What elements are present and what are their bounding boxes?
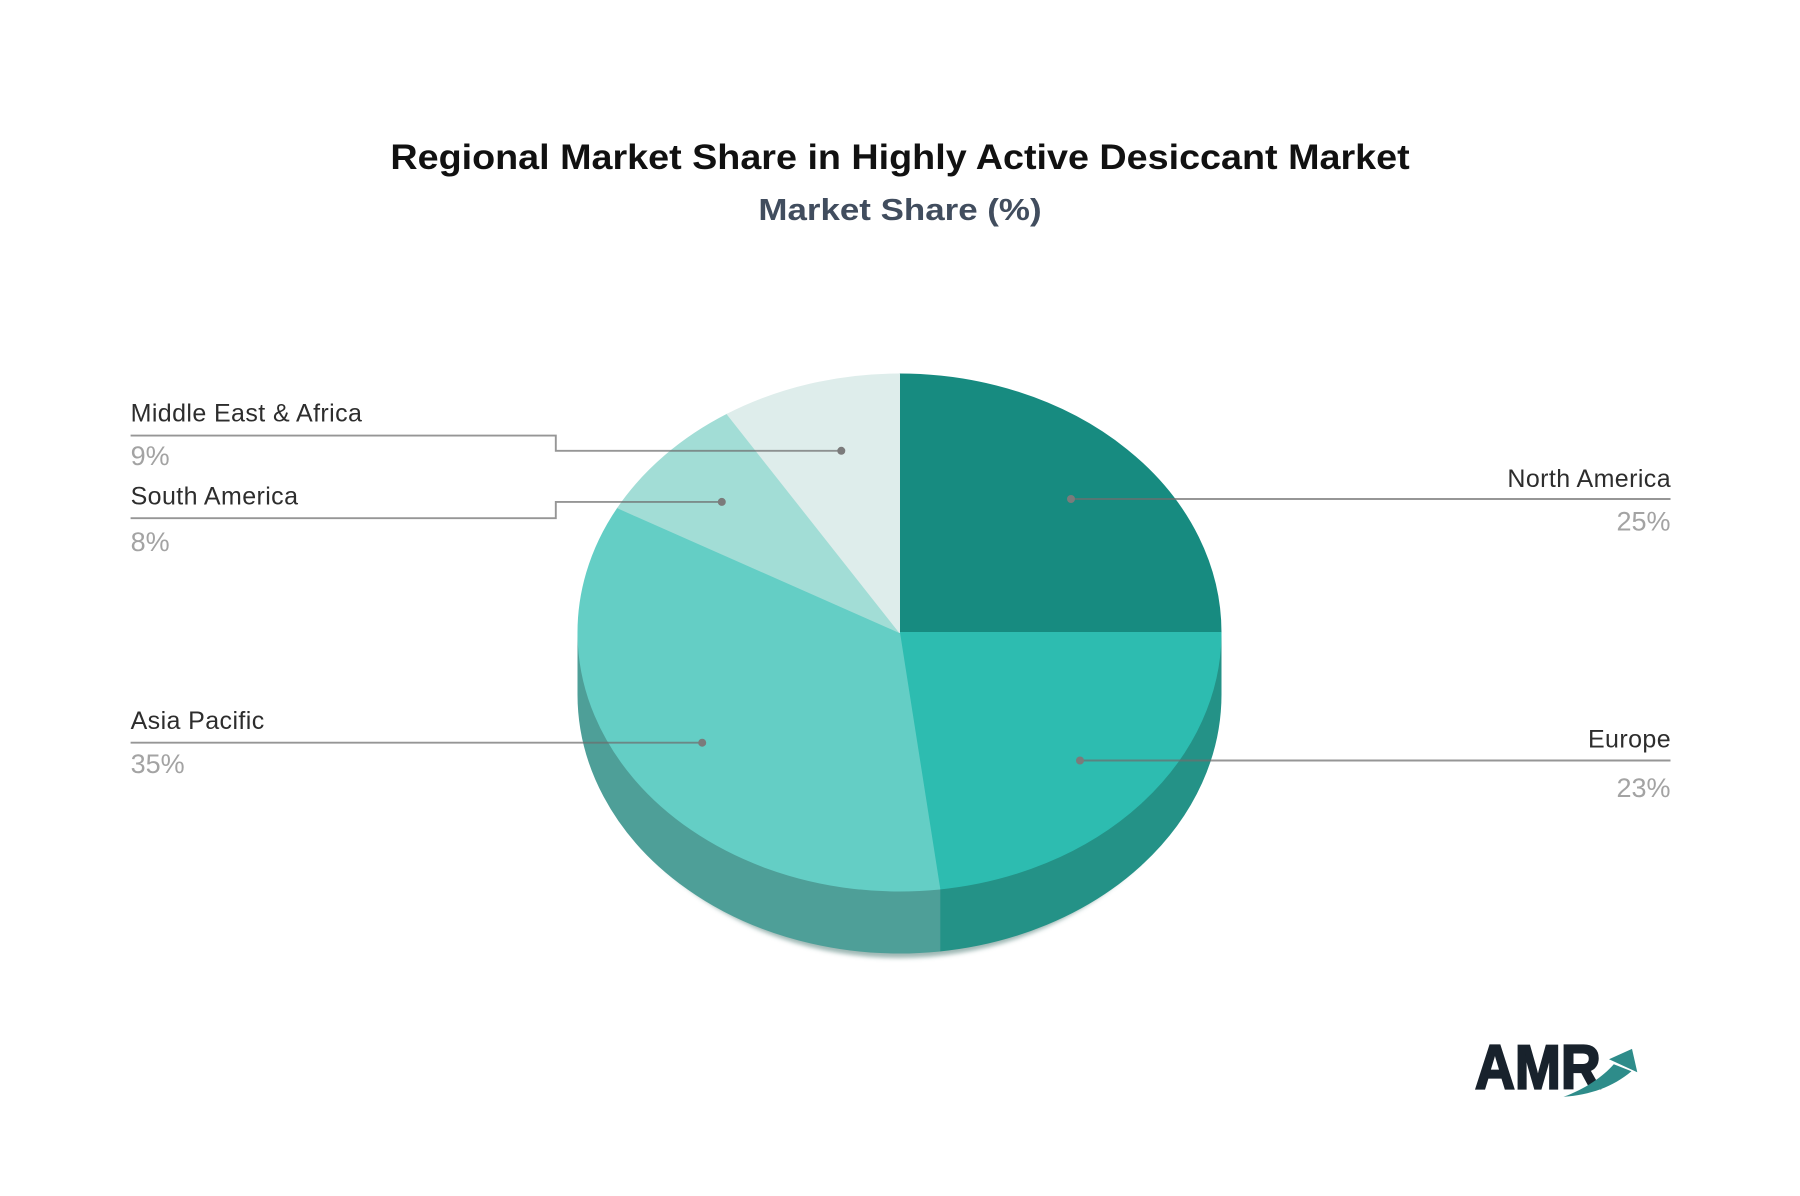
svg-text:South America: South America bbox=[131, 483, 299, 511]
svg-text:Asia Pacific: Asia Pacific bbox=[131, 707, 265, 735]
svg-text:35%: 35% bbox=[131, 749, 185, 779]
svg-text:Middle East & Africa: Middle East & Africa bbox=[131, 399, 363, 427]
svg-text:North America: North America bbox=[1507, 465, 1671, 493]
svg-text:Market Share (%): Market Share (%) bbox=[758, 192, 1041, 227]
svg-text:23%: 23% bbox=[1616, 773, 1670, 803]
svg-text:25%: 25% bbox=[1616, 507, 1670, 537]
svg-text:Europe: Europe bbox=[1588, 726, 1671, 754]
svg-text:Regional Market Share in Highl: Regional Market Share in Highly Active D… bbox=[390, 137, 1409, 177]
svg-text:9%: 9% bbox=[131, 441, 170, 471]
svg-text:8%: 8% bbox=[131, 527, 170, 557]
